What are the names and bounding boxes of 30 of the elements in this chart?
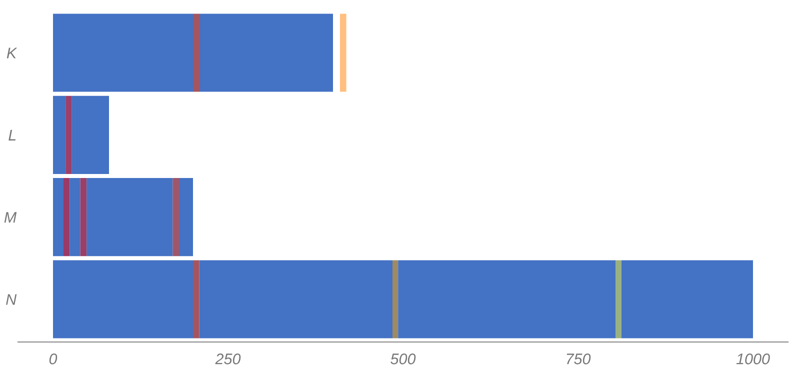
bar xyxy=(72,96,109,174)
bar xyxy=(616,260,622,338)
x-tick-label: 1000 xyxy=(736,354,770,364)
y-tick-label: L xyxy=(8,130,16,140)
bar xyxy=(179,178,193,256)
bar xyxy=(621,260,753,338)
x-tick-label: 500 xyxy=(390,354,416,364)
bar xyxy=(70,178,80,256)
bar xyxy=(66,96,72,174)
bar xyxy=(392,260,398,338)
bar xyxy=(53,260,193,338)
bar xyxy=(172,178,179,256)
bar xyxy=(53,96,66,174)
x-tick-label: 750 xyxy=(566,354,591,364)
bar xyxy=(199,260,392,338)
y-tick-label: N xyxy=(6,294,17,305)
bar xyxy=(193,260,200,338)
bar xyxy=(200,14,333,92)
bar xyxy=(398,260,616,338)
bar xyxy=(340,14,346,92)
bar xyxy=(80,178,87,256)
x-tick-label: 0 xyxy=(49,354,58,364)
bar xyxy=(64,178,70,256)
bar xyxy=(53,14,193,92)
y-tick-label: K xyxy=(6,48,18,58)
bar xyxy=(193,14,200,92)
y-tick-label: M xyxy=(4,212,17,223)
bar xyxy=(53,178,64,256)
bar xyxy=(86,178,173,256)
x-tick-label: 250 xyxy=(215,354,241,364)
